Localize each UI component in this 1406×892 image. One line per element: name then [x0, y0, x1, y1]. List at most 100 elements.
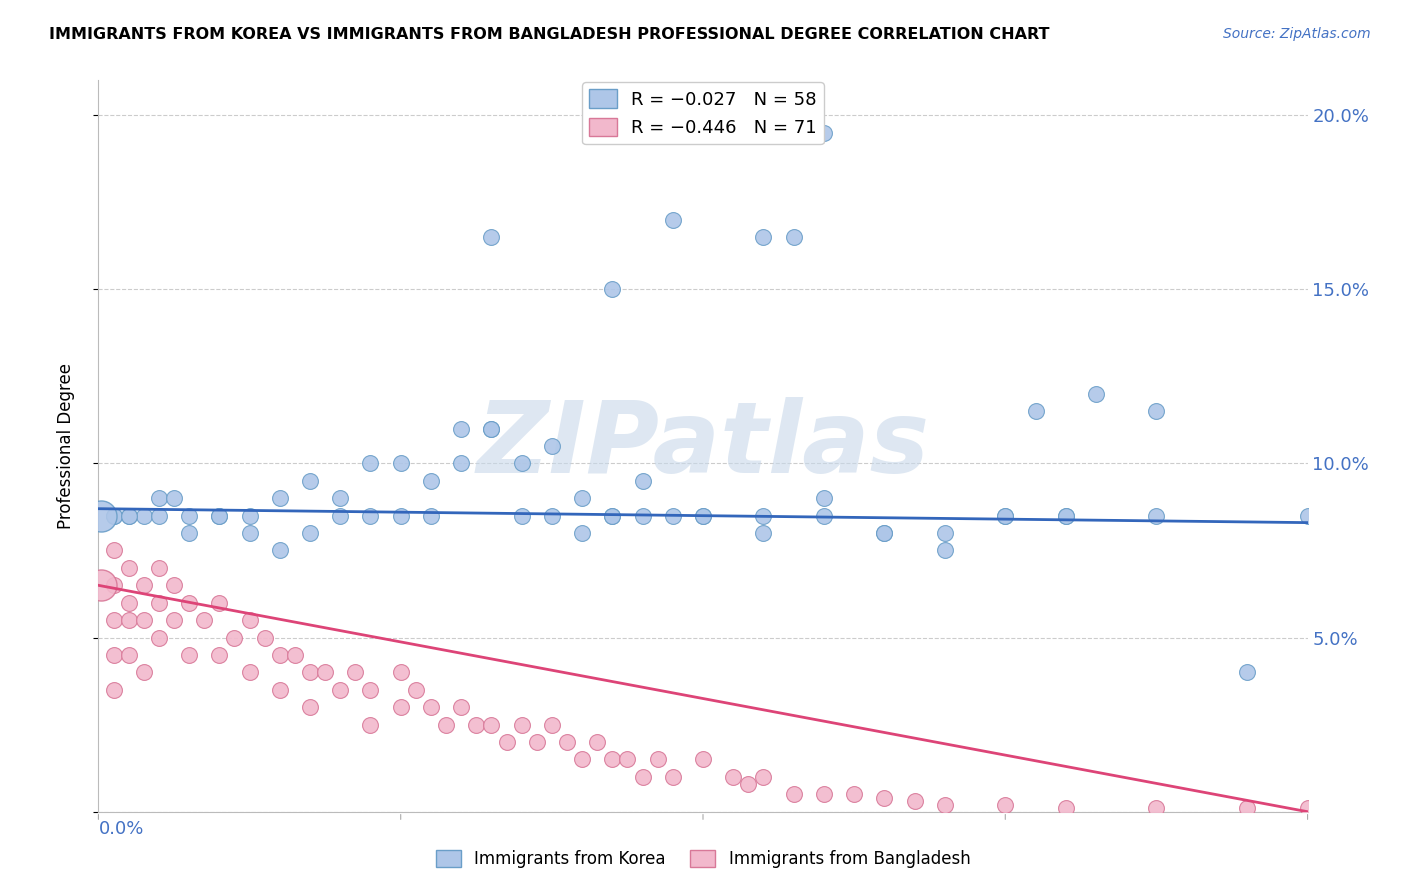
Point: [752, 526, 775, 541]
Point: [239, 613, 262, 627]
Point: [389, 457, 412, 471]
Point: [526, 735, 548, 749]
Point: [208, 648, 231, 662]
Point: [103, 682, 125, 697]
Point: [934, 543, 956, 558]
Point: [148, 596, 170, 610]
Point: [1296, 508, 1319, 523]
Point: [737, 777, 759, 791]
Point: [118, 508, 141, 523]
Point: [692, 508, 714, 523]
Point: [239, 526, 262, 541]
Point: [450, 421, 472, 435]
Point: [208, 596, 231, 610]
Point: [647, 752, 669, 766]
Point: [1085, 386, 1108, 401]
Point: [481, 421, 503, 435]
Point: [239, 665, 262, 680]
Point: [193, 613, 215, 627]
Point: [540, 508, 562, 523]
Point: [269, 543, 291, 558]
Point: [224, 631, 246, 645]
Point: [510, 717, 533, 731]
Point: [994, 797, 1017, 812]
Y-axis label: Professional Degree: Professional Degree: [56, 363, 75, 529]
Point: [510, 457, 533, 471]
Point: [571, 491, 593, 506]
Point: [90, 578, 112, 592]
Point: [465, 717, 488, 731]
Point: [616, 752, 638, 766]
Point: [299, 474, 322, 488]
Point: [1054, 508, 1077, 523]
Point: [631, 508, 654, 523]
Point: [132, 665, 155, 680]
Point: [495, 735, 517, 749]
Point: [723, 770, 745, 784]
Point: [873, 526, 896, 541]
Point: [844, 787, 866, 801]
Point: [692, 508, 714, 523]
Point: [481, 421, 503, 435]
Point: [1024, 404, 1046, 418]
Point: [602, 508, 624, 523]
Point: [1236, 801, 1258, 815]
Point: [103, 508, 125, 523]
Point: [661, 508, 683, 523]
Point: [284, 648, 307, 662]
Point: [481, 230, 503, 244]
Point: [602, 282, 624, 296]
Legend: R = −0.027   N = 58, R = −0.446   N = 71: R = −0.027 N = 58, R = −0.446 N = 71: [582, 82, 824, 145]
Point: [239, 508, 262, 523]
Point: [661, 212, 683, 227]
Point: [873, 790, 896, 805]
Point: [103, 543, 125, 558]
Point: [994, 508, 1017, 523]
Point: [813, 508, 835, 523]
Point: [360, 682, 382, 697]
Point: [179, 526, 201, 541]
Point: [752, 508, 775, 523]
Point: [934, 797, 956, 812]
Point: [148, 491, 170, 506]
Point: [360, 508, 382, 523]
Point: [344, 665, 367, 680]
Point: [631, 474, 654, 488]
Point: [299, 700, 322, 714]
Point: [148, 561, 170, 575]
Point: [208, 508, 231, 523]
Point: [602, 752, 624, 766]
Text: ZIPatlas: ZIPatlas: [477, 398, 929, 494]
Point: [132, 508, 155, 523]
Point: [555, 735, 578, 749]
Point: [103, 613, 125, 627]
Point: [813, 787, 835, 801]
Point: [269, 648, 291, 662]
Point: [148, 631, 170, 645]
Point: [208, 508, 231, 523]
Point: [450, 700, 472, 714]
Point: [118, 613, 141, 627]
Point: [752, 770, 775, 784]
Point: [118, 596, 141, 610]
Point: [631, 770, 654, 784]
Point: [813, 126, 835, 140]
Point: [179, 596, 201, 610]
Point: [253, 631, 276, 645]
Point: [1054, 801, 1077, 815]
Point: [540, 439, 562, 453]
Point: [783, 230, 806, 244]
Text: IMMIGRANTS FROM KOREA VS IMMIGRANTS FROM BANGLADESH PROFESSIONAL DEGREE CORRELAT: IMMIGRANTS FROM KOREA VS IMMIGRANTS FROM…: [49, 27, 1050, 42]
Point: [434, 717, 457, 731]
Point: [661, 770, 683, 784]
Point: [269, 491, 291, 506]
Point: [163, 613, 186, 627]
Point: [389, 700, 412, 714]
Point: [571, 752, 593, 766]
Point: [103, 508, 125, 523]
Point: [148, 508, 170, 523]
Point: [269, 682, 291, 697]
Point: [1054, 508, 1077, 523]
Point: [389, 508, 412, 523]
Point: [420, 700, 443, 714]
